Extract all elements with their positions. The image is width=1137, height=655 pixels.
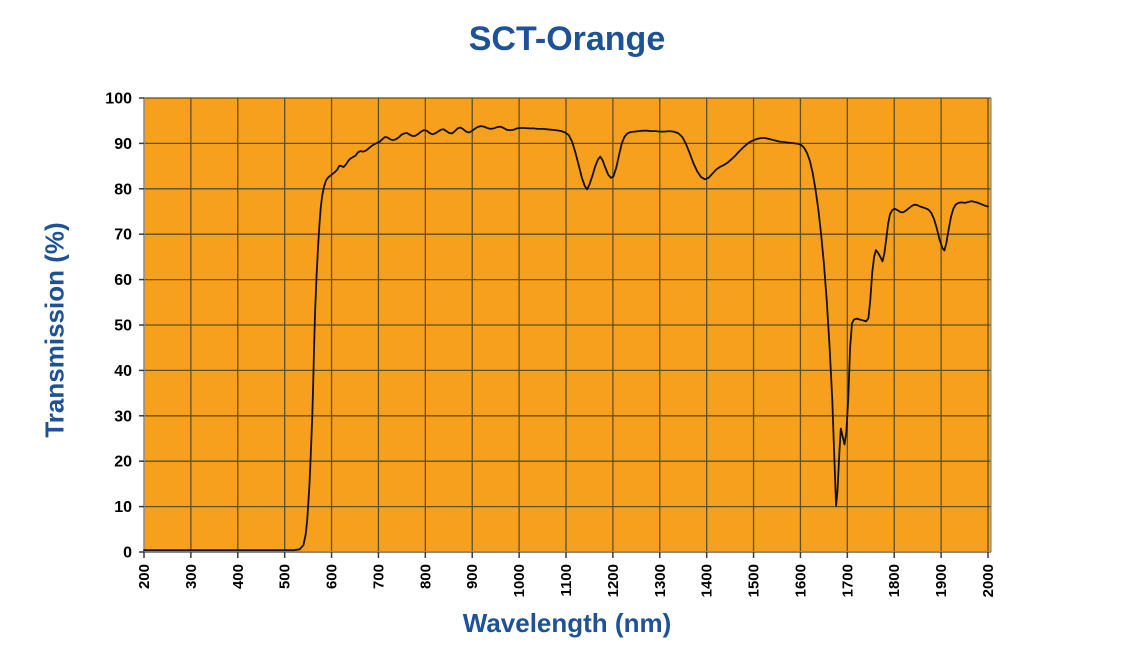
x-tick-label: 300	[183, 564, 200, 589]
x-tick-label: 900	[464, 564, 481, 589]
x-tick-label: 600	[324, 564, 341, 589]
chart-title: SCT-Orange	[468, 20, 666, 58]
y-tick-label: 90	[114, 136, 132, 153]
y-tick-label: 40	[114, 363, 132, 380]
x-tick-label: 1400	[699, 564, 716, 597]
y-tick-label: 30	[114, 408, 132, 425]
x-tick-label: 800	[417, 564, 434, 589]
x-tick-label: 1200	[605, 564, 622, 597]
x-tick-label: 1700	[839, 564, 856, 597]
y-axis-title: Transmission (%)	[39, 222, 70, 438]
x-tick-label: 1100	[558, 564, 575, 597]
x-tick-label: 1000	[511, 564, 528, 597]
x-tick-label: 500	[277, 564, 294, 589]
x-axis-title: Wavelength (nm)	[462, 608, 672, 638]
x-tick-label: 400	[230, 564, 247, 589]
y-tick-label: 10	[114, 499, 132, 516]
y-tick-label: 100	[105, 91, 132, 108]
y-tick-label: 20	[114, 454, 132, 471]
x-tick-label: 1600	[792, 564, 809, 597]
x-tick-label: 1900	[933, 564, 950, 597]
x-tick-label: 1300	[652, 564, 669, 597]
y-tick-label: 60	[114, 272, 132, 289]
transmission-curve	[143, 125, 989, 552]
x-tick-label: 1800	[886, 564, 903, 597]
x-tick-label: 200	[136, 564, 153, 589]
x-tick-label: 700	[370, 564, 387, 589]
y-tick-label: 70	[114, 227, 132, 244]
x-tick-label: 2000	[980, 564, 997, 597]
x-tick-label: 1500	[746, 564, 763, 597]
y-tick-label: 50	[114, 318, 132, 335]
y-tick-label: 80	[114, 181, 132, 198]
y-tick-label: 0	[123, 545, 132, 562]
